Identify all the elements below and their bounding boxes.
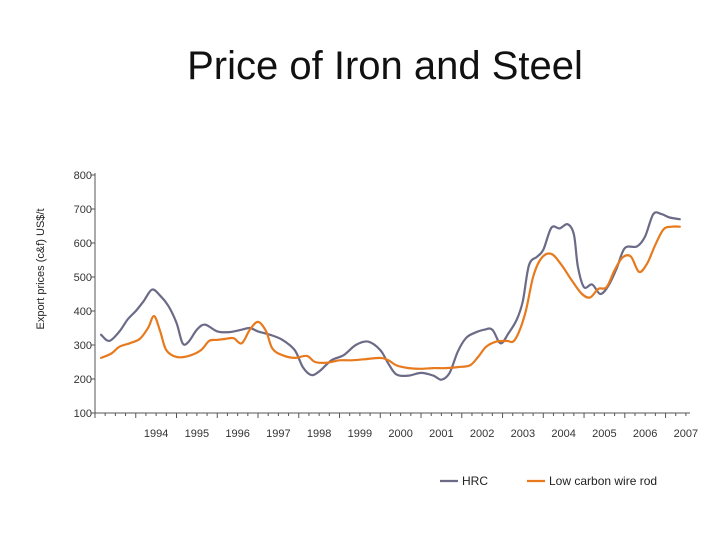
- y-tick-label: 400: [74, 306, 92, 318]
- y-tick-label: 600: [74, 238, 92, 250]
- y-tick-label: 700: [74, 204, 92, 216]
- plot-area: [100, 211, 681, 381]
- axes: 100 200 300 400 500 600 700 800 1994 1995 1996 1997…: [35, 170, 698, 440]
- x-tick-label: 2001: [429, 428, 453, 440]
- x-tick-label: 1995: [185, 428, 209, 440]
- x-tick-label: 2006: [633, 428, 657, 440]
- x-tick-label: 2003: [511, 428, 535, 440]
- x-tick-label: 2004: [551, 428, 575, 440]
- y-tick-label: 500: [74, 272, 92, 284]
- legend: HRC Low carbon wire rod: [440, 474, 657, 488]
- x-tick-label: 2000: [388, 428, 412, 440]
- x-tick-label: 1994: [144, 428, 168, 440]
- legend-label-low-carbon-wire-rod: Low carbon wire rod: [549, 474, 657, 488]
- y-tick-label: 100: [74, 408, 92, 420]
- x-tick-label: 2005: [592, 428, 616, 440]
- y-axis-label: Export prices (c&f) US$/t: [35, 208, 47, 329]
- y-tick-label: 800: [74, 170, 92, 182]
- x-tick-label: 2002: [470, 428, 494, 440]
- x-tick-label: 1999: [348, 428, 372, 440]
- chart-title: Price of Iron and Steel: [187, 44, 583, 88]
- legend-label-hrc: HRC: [462, 474, 488, 488]
- y-tick-label: 300: [74, 340, 92, 352]
- series-line-low-carbon-wire-rod: [100, 225, 681, 370]
- x-tick-label: 1998: [307, 428, 331, 440]
- x-tick-label: 1997: [266, 428, 290, 440]
- y-tick-label: 200: [74, 374, 92, 386]
- x-tick-label: 2007: [674, 428, 698, 440]
- x-tick-label: 1996: [225, 428, 249, 440]
- series-line-hrc: [100, 211, 681, 381]
